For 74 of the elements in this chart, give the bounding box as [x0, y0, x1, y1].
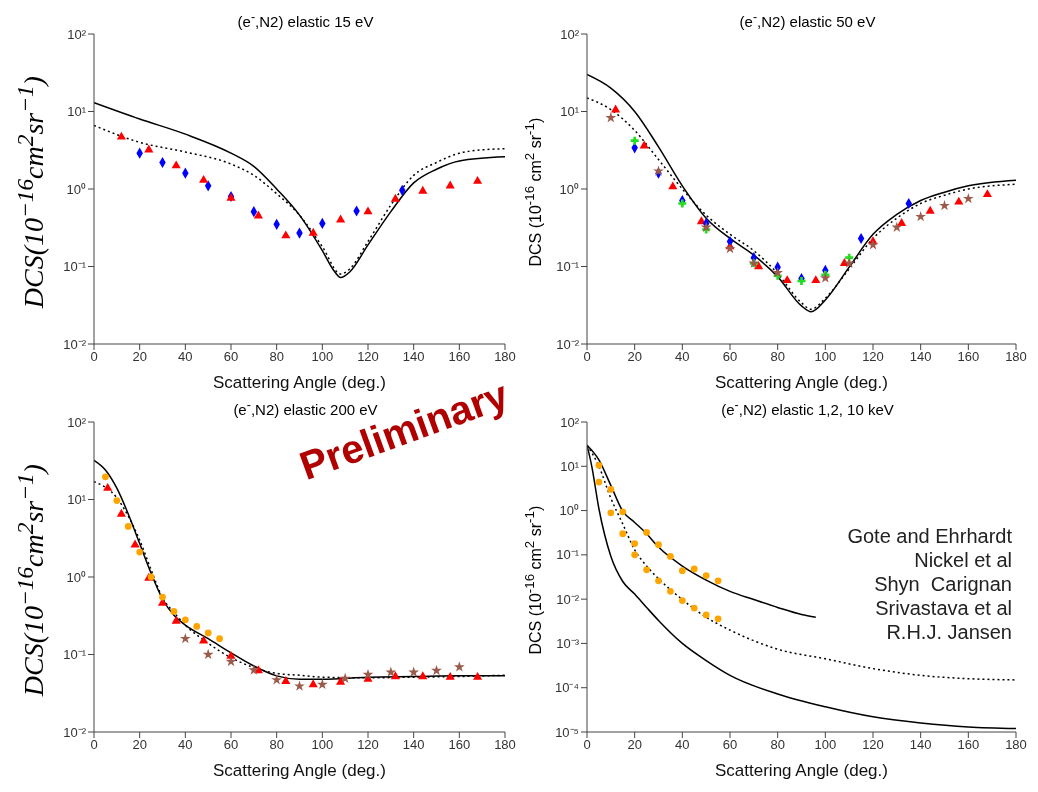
x-tick-label: 60 [722, 737, 738, 753]
y-tick-label: 10⁻¹ [556, 259, 580, 275]
annotation: R.H.J. Jansen [885, 620, 1012, 644]
y-tick-label: 10² [67, 414, 87, 430]
x-tick-label: 0 [583, 737, 591, 753]
x-tick-label: 100 [311, 349, 334, 365]
y-tick-label: 10¹ [560, 458, 580, 474]
x-tick-label: 180 [1005, 349, 1027, 365]
x-tick-label: 60 [223, 349, 239, 365]
y-tick-label: 10⁻² [556, 336, 580, 352]
x-tick-label: 160 [957, 737, 980, 753]
y-tick-label: 10⁻¹ [63, 647, 87, 663]
x-tick-label: 40 [675, 349, 690, 365]
annotation: Nickel et al [913, 548, 1012, 572]
x-tick-label: 100 [814, 349, 837, 365]
x-tick-label: 0 [90, 737, 98, 753]
y-tick-label: 10⁰ [66, 569, 86, 585]
x-tick-label: 60 [722, 349, 738, 365]
y-tick-label: 10⁻⁴ [554, 680, 579, 696]
x-tick-label: 120 [862, 349, 884, 365]
x-axis-title: Scattering Angle (deg.) [213, 761, 386, 780]
y-tick-label: 10⁻¹ [556, 547, 580, 563]
x-tick-label: 180 [1005, 737, 1027, 753]
y-tick-label: 10⁻² [63, 336, 87, 352]
x-tick-label: 100 [311, 737, 334, 753]
y-tick-label: 10⁻² [63, 724, 87, 740]
x-tick-label: 20 [627, 737, 642, 753]
x-tick-label: 140 [402, 349, 425, 365]
chart-title: (e$^{-}$,N2) elastic 15 eV [236, 10, 375, 30]
x-tick-label: 140 [402, 737, 425, 753]
y-tick-label: 10¹ [67, 492, 87, 508]
chart-title: (e$^{-}$,N2) elastic 1,2, 10 keV [720, 398, 895, 418]
x-tick-label: 80 [269, 737, 284, 753]
annotation: Shyn Carignan [873, 572, 1012, 596]
x-tick-label: 120 [357, 737, 379, 753]
y-tick-label: 10¹ [560, 104, 580, 120]
annotation: Gote and Ehrhardt [847, 524, 1012, 548]
x-axis-title: Scattering Angle (deg.) [715, 761, 888, 780]
y-tick-label: 10⁻¹ [63, 259, 87, 275]
x-tick-label: 0 [90, 349, 98, 365]
y-tick-label: 10¹ [67, 104, 87, 120]
x-tick-label: 160 [448, 737, 471, 753]
y-tick-label: 10⁰ [559, 181, 579, 197]
x-tick-label: 20 [132, 349, 147, 365]
x-tick-label: 60 [223, 737, 239, 753]
x-tick-label: 20 [132, 737, 147, 753]
x-tick-label: 100 [814, 737, 837, 753]
x-tick-label: 180 [494, 737, 516, 753]
x-tick-label: 140 [909, 349, 932, 365]
y-tick-label: 10² [560, 414, 580, 430]
x-tick-label: 160 [957, 349, 980, 365]
y-tick-label: 10² [67, 26, 87, 42]
y-tick-label: 10⁻³ [556, 636, 580, 652]
x-tick-label: 180 [494, 349, 516, 365]
y-tick-label: 10² [560, 26, 580, 42]
x-tick-label: 80 [269, 349, 284, 365]
x-tick-label: 80 [770, 737, 785, 753]
x-tick-label: 40 [675, 737, 690, 753]
x-tick-label: 160 [448, 349, 471, 365]
x-tick-label: 80 [770, 349, 785, 365]
chart-title: (e$^{-}$,N2) elastic 50 eV [738, 10, 877, 30]
y-tick-label: 10⁰ [66, 181, 86, 197]
x-tick-label: 120 [357, 349, 379, 365]
y-tick-label: 10⁰ [559, 503, 579, 519]
annotation: Srivastava et al [874, 596, 1012, 620]
x-tick-label: 120 [862, 737, 884, 753]
x-tick-label: 20 [627, 349, 642, 365]
x-tick-label: 0 [583, 349, 591, 365]
y-tick-label: 10⁻² [556, 591, 580, 607]
x-tick-label: 140 [909, 737, 932, 753]
x-tick-label: 40 [178, 349, 193, 365]
x-tick-label: 40 [178, 737, 193, 753]
y-tick-label: 10⁻⁵ [555, 724, 579, 740]
x-axis-title: Scattering Angle (deg.) [715, 373, 888, 392]
